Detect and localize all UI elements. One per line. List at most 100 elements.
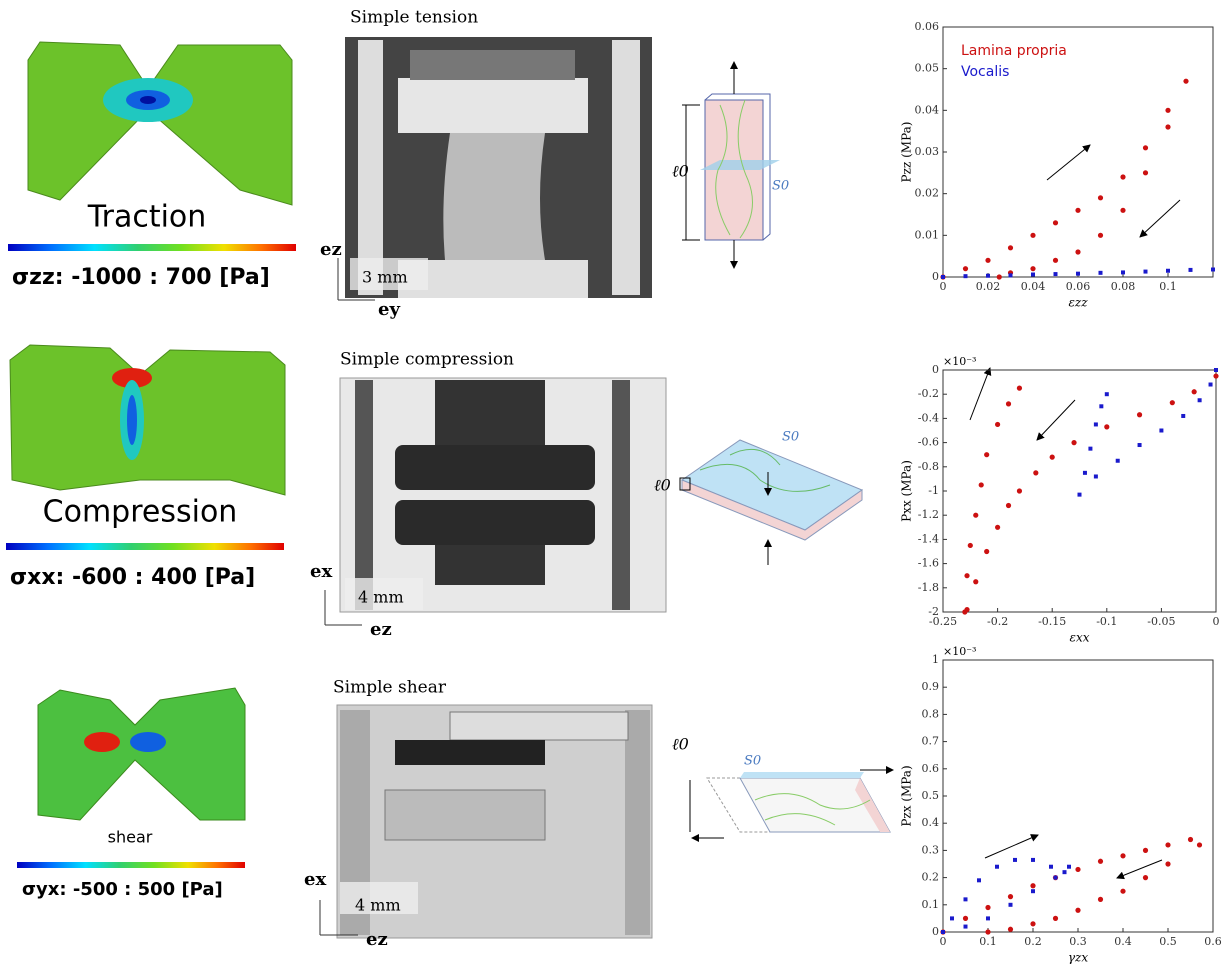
axis-v: ex [310,561,332,582]
axis-h: ez [370,619,392,640]
point [1005,502,1012,509]
y-tick-label: 0 [932,925,939,938]
point [984,452,990,458]
y-tick-label: 1 [932,653,939,666]
point [1016,385,1023,391]
y-tick-label: 0.05 [915,62,940,75]
diagram-shear [689,766,894,842]
point [1142,847,1149,854]
y-tick-label: 0.1 [922,898,940,911]
x-tick-label: -0.15 [1038,615,1066,628]
stress-range: σzz: -1000 : 700 [Pa] [12,265,270,290]
y-tick-label: -0.4 [918,411,939,424]
point [963,274,968,279]
point [1165,861,1171,867]
point [1099,404,1104,409]
point [1093,422,1098,427]
y-tick-label: -1.8 [918,581,939,594]
point [985,929,991,935]
area-label: S0 [772,179,789,194]
x-tick-label: 0.2 [1024,935,1042,948]
fem-compression [9,344,286,496]
fem-label: shear [108,828,153,847]
point [985,257,991,263]
y-tick-label: 0.5 [922,789,940,802]
point [1007,245,1014,251]
x-tick-label: 0.1 [1159,280,1177,293]
point [1075,207,1081,213]
point [1031,272,1035,277]
point [950,916,954,921]
plot-frame [942,369,1217,613]
point [995,864,999,869]
area-label: S0 [782,430,799,445]
point [962,915,969,922]
chart-arrows [969,144,1181,880]
fem-shear [37,687,246,821]
point [986,273,990,278]
point [941,930,945,934]
point [967,542,973,549]
x-tick-label: -0.25 [929,615,957,628]
point [1197,398,1202,403]
point [1082,470,1087,475]
point [1075,907,1081,913]
point [1115,458,1120,463]
axis-v: ez [320,239,342,260]
point [1071,440,1077,446]
x-tick-label: 0 [940,935,947,948]
point [1007,894,1014,900]
point [1166,268,1170,273]
point [1030,921,1036,927]
color-bar [8,244,296,251]
point [1165,124,1171,130]
y-tick-label: 0.4 [922,816,940,829]
y-tick-label: 0.3 [922,843,940,856]
point [963,924,968,929]
point [1033,470,1039,476]
x-tick-label: -0.2 [987,615,1008,628]
y-axis-label: Pzz (MPa) [900,122,914,183]
diagram-compression [679,439,864,565]
point [1049,454,1055,460]
x-axis-label: εxx [1070,631,1090,645]
y-tick-label: -1.4 [918,532,939,545]
x-tick-label: 0 [1213,615,1220,628]
point [1120,207,1126,213]
point [1165,842,1171,848]
length-label: ℓ0 [672,735,689,754]
point [1097,858,1104,864]
point [973,579,979,585]
point [1030,232,1036,238]
point [1097,896,1104,902]
y-tick-label: 0.01 [915,228,940,241]
point [1142,145,1149,151]
plot-frame [942,659,1214,933]
fem-label: Traction [87,200,207,235]
point [985,904,991,911]
y-axis-label: Pzx (MPa) [900,765,914,826]
point [1053,875,1058,880]
y-tick-label: 0.03 [915,145,940,158]
point [1097,195,1104,201]
point [984,548,990,555]
color-bar [6,543,284,550]
point [1121,270,1125,275]
point [996,274,1002,280]
point [1159,428,1164,433]
x-tick-label: 0.4 [1114,935,1132,948]
point [1053,272,1058,277]
x-tick-label: -0.1 [1096,615,1117,628]
point [1142,170,1149,176]
diagram-tension [682,61,780,269]
photo-title: Simple shear [333,678,447,698]
x-tick-label: 0.02 [976,280,1001,293]
x-axis-label: εzz [1068,296,1088,310]
point [1052,220,1059,226]
point [1097,232,1104,238]
y-tick-label: -2 [928,605,939,618]
scale-bar-label: 3 mm [362,268,408,287]
y-tick-label: -1.6 [918,557,939,570]
y-tick-label: 0.7 [922,735,940,748]
